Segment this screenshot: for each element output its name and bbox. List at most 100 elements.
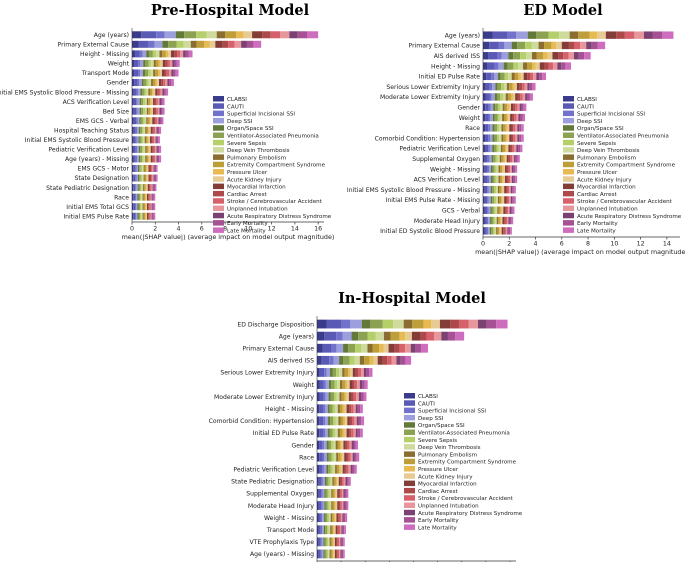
bar-segment [360, 404, 363, 414]
y-tick-label: Initial EMS Systolic Blood Pressure - Mi… [347, 187, 480, 194]
y-tick-label: Weight [108, 61, 130, 68]
x-tick-label: 8 [223, 226, 227, 233]
bar-segment [142, 164, 144, 172]
bar-segment [155, 117, 157, 125]
bar-segment [157, 155, 160, 163]
bar-segment [143, 136, 145, 144]
bar-segment [343, 355, 350, 365]
bar-segment [350, 464, 353, 474]
legend-label: Myocardial Infarction [418, 482, 477, 488]
legend-swatch [404, 517, 415, 523]
bar-segment [143, 59, 146, 67]
bar-segment [338, 501, 341, 510]
bar-segment [132, 117, 134, 125]
y-tick-label: Bed Size [103, 108, 129, 115]
bar-segment [499, 134, 502, 142]
legend-swatch [213, 220, 224, 226]
bar-segment [501, 216, 503, 225]
bar-segment [487, 62, 495, 70]
bar-segment [340, 537, 342, 547]
bar-segment [138, 155, 141, 163]
bar-segment [157, 107, 160, 115]
bar-segment [511, 165, 514, 173]
y-tick-label: State Pediatric Designation [46, 185, 129, 192]
bar-segment [317, 501, 319, 510]
bar-segment [510, 144, 513, 153]
bar-segment [148, 145, 150, 153]
bar-segment [167, 79, 170, 87]
bar-segment [137, 193, 139, 201]
bar-segment [148, 136, 151, 144]
bar-segment [341, 440, 344, 450]
bar-segment [150, 193, 152, 201]
bar-segment [141, 98, 144, 106]
legend-label: CAUTI [418, 401, 435, 407]
legend-label: Late Mortality [418, 525, 457, 531]
bar-segment [496, 196, 498, 204]
bar-segment [150, 88, 153, 96]
bar-segment [317, 343, 323, 353]
bar-segment [512, 206, 515, 214]
bar-segment [138, 203, 141, 211]
bar-segment [132, 212, 134, 220]
bar-segment [289, 31, 298, 39]
bar-segment [519, 103, 522, 111]
bar-segment [330, 416, 334, 426]
legend-swatch [563, 154, 574, 160]
bar-segment [335, 416, 339, 426]
bar-segment [157, 79, 160, 87]
bar-segment [357, 404, 361, 414]
bar-segment [143, 193, 146, 201]
bar-segment [167, 59, 170, 67]
bar-segment [137, 98, 140, 106]
bar-segment [339, 404, 343, 414]
bar-segment [349, 416, 353, 426]
bar-segment [159, 155, 162, 163]
legend-swatch [213, 103, 224, 109]
x-tick-label: 0 [130, 226, 134, 233]
bar-segment [333, 416, 336, 426]
chart-panel-2: ED Model Age (years) Primary External Caus… [347, 2, 685, 256]
bar-segment [379, 343, 384, 353]
bar-segment [148, 98, 151, 106]
bar-segment [324, 537, 327, 547]
bar-segment [574, 52, 579, 60]
bar-segment [502, 103, 505, 111]
y-tick-label: Serious Lower Extremity Injury [386, 84, 480, 91]
bar-segment [491, 175, 493, 184]
bar-segment [499, 185, 502, 194]
bar-segment [483, 41, 490, 50]
bar-segment [332, 368, 337, 377]
bar-segment [143, 126, 146, 134]
bar-segment [196, 31, 207, 39]
bar-segment [135, 164, 137, 172]
bar-segment [511, 124, 514, 132]
bar-segment [325, 501, 328, 510]
legend-label: Deep SSI [227, 119, 253, 125]
bar-segment [483, 155, 485, 163]
y-tick-label: Primary External Cause [409, 43, 481, 50]
bar-segment [597, 31, 606, 39]
bar-segment [511, 41, 518, 50]
bar-segment [500, 165, 503, 173]
legend-swatch [213, 198, 224, 204]
bar-segment [569, 31, 579, 39]
bar-segment [492, 175, 495, 184]
y-tick-label: Weight [459, 115, 481, 122]
bar-segment [498, 206, 501, 214]
bar-segment [509, 124, 512, 132]
y-tick-label: Pediatric Verification Level [48, 147, 129, 154]
y-tick-label: Gender [107, 80, 130, 87]
bar-segment [507, 103, 509, 111]
bar-segment [500, 72, 505, 81]
chart-title: ED Model [523, 2, 603, 19]
bar-segment [487, 185, 489, 194]
bar-segment [483, 93, 486, 101]
bar-segment [132, 184, 134, 192]
bar-segment [152, 164, 154, 172]
bar-segment [483, 196, 485, 204]
bar-segment [155, 136, 157, 144]
bar-segment [325, 525, 327, 535]
bar-segment [139, 164, 141, 172]
bar-segment [356, 392, 359, 402]
